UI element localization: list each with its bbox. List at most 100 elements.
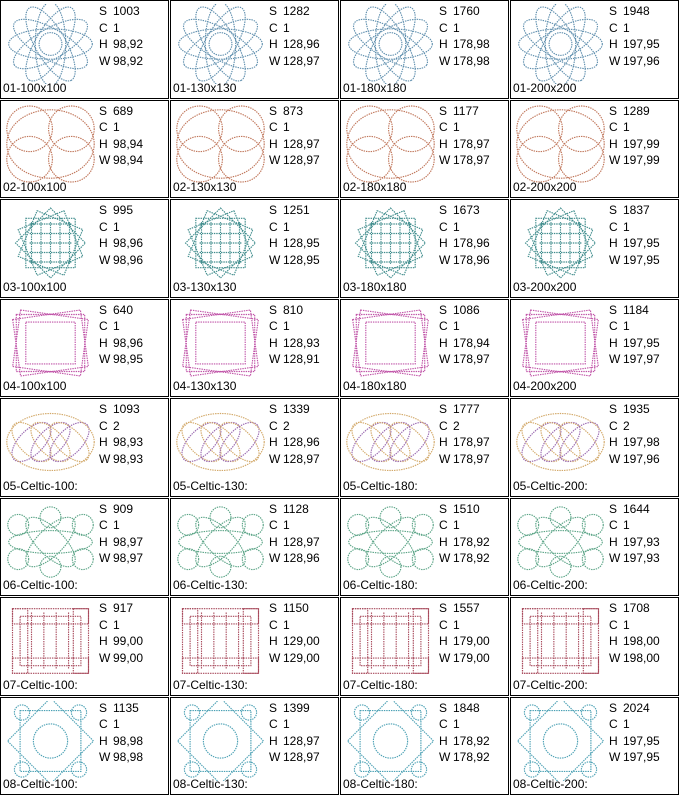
- stat-line: S 1777: [439, 401, 490, 418]
- stat-value: 98,95: [113, 352, 144, 366]
- stat-line: S 1673: [439, 202, 490, 219]
- pattern: [516, 412, 605, 472]
- stat-value: 1086: [453, 302, 480, 317]
- stat-line: S 1557: [439, 600, 490, 617]
- stats: S 1150 C 1 H 129,00 W 129,00: [269, 600, 320, 666]
- pattern-group: [346, 412, 435, 472]
- pattern: [176, 108, 265, 179]
- design-cell: S 1135 C 1 H 98,98 W 98,98 08-Celtic-100:: [0, 696, 169, 795]
- stat-line: H 98,96: [99, 235, 143, 252]
- pattern: [411, 547, 434, 570]
- pattern: [365, 217, 416, 269]
- stats: S 810 C 1 H 128,93 W 128,91: [269, 302, 320, 368]
- stat-label: H: [99, 236, 108, 250]
- stats: S 1760 C 1 H 178,98 W 178,98: [439, 3, 490, 69]
- pattern: [12, 308, 89, 377]
- pattern: [11, 421, 52, 463]
- pattern-group: [351, 608, 430, 674]
- stat-label: C: [439, 717, 448, 731]
- stat-value: 197,99: [623, 153, 660, 167]
- stat-label: S: [269, 302, 278, 317]
- pattern: [187, 209, 254, 277]
- stat-value: 1: [113, 617, 120, 632]
- design-cell: S 1948 C 1 H 197,95 W 197,96 01-200x200: [510, 0, 679, 99]
- pattern-group: [348, 4, 433, 84]
- design-thumbnail: [7, 505, 94, 578]
- stat-label: S: [99, 402, 108, 416]
- stats: S 995 C 1 H 98,96 W 98,96: [99, 202, 143, 268]
- stat-line: H 178,92: [439, 534, 490, 551]
- pattern: [17, 209, 84, 277]
- stat-line: W 197,96: [609, 451, 660, 468]
- stat-label: W: [439, 53, 451, 68]
- stat-value: 98,96: [113, 236, 144, 250]
- design-name: 04-130x130: [173, 379, 237, 393]
- pattern: [370, 421, 411, 463]
- pattern-group: [177, 505, 264, 578]
- stat-line: W 197,97: [609, 351, 660, 368]
- design-cell: S 1003 C 1 H 98,92 W 98,92 01-100x100: [0, 0, 169, 99]
- stat-line: W 178,92: [439, 749, 490, 766]
- stat-value: 909: [113, 501, 134, 516]
- stat-value: 1: [283, 319, 290, 333]
- stat-line: W 178,97: [439, 451, 490, 468]
- pattern: [6, 104, 53, 152]
- stat-value: 128,95: [283, 252, 320, 267]
- stat-value: 1289: [623, 103, 650, 118]
- stat-value: 1150: [283, 601, 309, 615]
- stat-line: S 1848: [439, 700, 490, 717]
- stat-label: H: [609, 236, 618, 250]
- pattern: [181, 608, 260, 674]
- stat-line: H 98,92: [99, 36, 143, 53]
- stat-value: 197,95: [623, 236, 660, 250]
- stats: S 689 C 1 H 98,94 W 98,94: [99, 103, 143, 169]
- pattern: [365, 6, 416, 82]
- design-name: 01-180x180: [343, 80, 407, 95]
- design-cell: S 1086 C 1 H 178,94 W 178,97 04-180x180: [340, 298, 509, 397]
- pattern: [189, 615, 252, 667]
- stat-label: C: [439, 418, 448, 433]
- stat-value: 99,00: [113, 650, 144, 665]
- stat-label: W: [609, 153, 621, 167]
- pattern: [348, 28, 433, 60]
- stat-line: S 917: [99, 600, 143, 617]
- pattern: [522, 18, 599, 70]
- pattern: [6, 108, 95, 179]
- stat-value: 1093: [113, 402, 140, 416]
- design-name: 08-Celtic-180:: [343, 777, 418, 791]
- design-name: 08-Celtic-200:: [513, 777, 588, 791]
- pattern: [11, 421, 52, 463]
- design-cell: S 1673 C 1 H 178,96 W 178,96 03-180x180: [340, 199, 509, 298]
- stat-label: C: [269, 717, 278, 731]
- pattern: [365, 516, 416, 567]
- stat-label: W: [99, 153, 111, 167]
- pattern: [204, 4, 237, 84]
- stat-value: 1: [453, 120, 460, 134]
- stat-line: H 128,96: [269, 434, 320, 451]
- stat-label: C: [609, 717, 618, 731]
- stat-label: S: [439, 302, 448, 317]
- pattern: [389, 421, 430, 463]
- design-name: 06-Celtic-130:: [173, 578, 248, 592]
- stat-value: 178,96: [453, 252, 490, 267]
- pattern: [516, 104, 563, 152]
- pattern: [352, 308, 429, 377]
- stat-line: H 178,97: [439, 136, 490, 153]
- stat-line: W 128,96: [269, 550, 320, 567]
- stat-label: H: [609, 335, 618, 350]
- stat-label: H: [269, 733, 278, 748]
- stat-label: C: [609, 20, 618, 35]
- stat-label: S: [439, 601, 448, 615]
- design-thumbnail: [524, 207, 597, 279]
- pattern: [17, 209, 84, 277]
- stat-label: H: [99, 335, 108, 350]
- stats: S 640 C 1 H 98,96 W 98,95: [99, 302, 143, 368]
- pattern: [183, 703, 201, 721]
- stat-value: 1848: [453, 700, 480, 715]
- stat-value: 1: [283, 518, 290, 532]
